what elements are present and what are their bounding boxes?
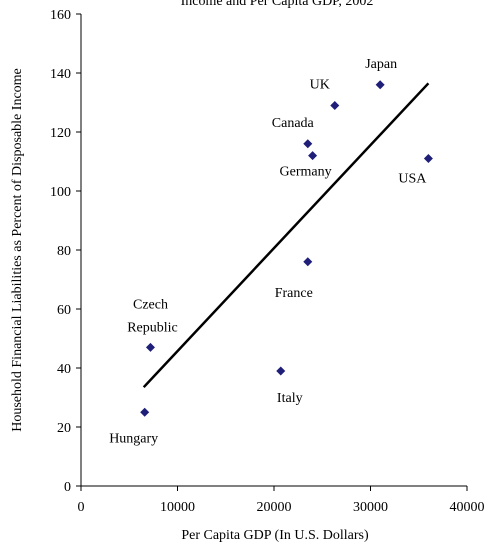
data-point-uk xyxy=(330,100,340,110)
point-label-canada: Canada xyxy=(272,116,315,131)
data-point-japan xyxy=(375,80,385,90)
x-axis-ticks: 0 10000 20000 30000 40000 xyxy=(78,486,485,515)
point-label-italy: Italy xyxy=(277,391,303,406)
chart-title: Income and Per Capita GDP, 2002 xyxy=(181,0,374,9)
y-tick-label: 120 xyxy=(50,126,71,141)
y-tick-label: 40 xyxy=(57,362,71,377)
data-point-canada xyxy=(303,139,313,149)
data-point-hungary xyxy=(140,407,150,417)
point-label-usa: USA xyxy=(398,172,427,187)
y-tick-label: 100 xyxy=(50,185,71,200)
y-tick-label: 80 xyxy=(57,244,71,259)
x-tick-label: 40000 xyxy=(450,500,485,515)
point-label-uk: UK xyxy=(310,77,330,92)
data-point-italy xyxy=(276,366,286,376)
trendline-group xyxy=(142,82,430,389)
data-point-germany xyxy=(308,151,318,161)
x-tick-label: 20000 xyxy=(257,500,292,515)
y-tick-label: 20 xyxy=(57,421,71,436)
point-label-germany: Germany xyxy=(280,165,332,180)
data-point-usa xyxy=(423,154,433,164)
point-label-czech-republic: Czech xyxy=(133,297,168,312)
data-points xyxy=(140,80,433,417)
trendline xyxy=(142,82,430,389)
x-tick-label: 30000 xyxy=(353,500,388,515)
axes xyxy=(80,14,467,487)
x-tick-label: 10000 xyxy=(160,500,195,515)
point-label-france: France xyxy=(275,286,313,301)
x-axis-label: Per Capita GDP (In U.S. Dollars) xyxy=(181,528,369,543)
y-tick-label: 160 xyxy=(50,8,71,23)
point-label-japan: Japan xyxy=(365,57,397,72)
y-axis-ticks: 0 20 40 60 80 100 120 140 160 xyxy=(50,8,81,495)
point-labels: Japan UK Canada Germany USA France Czech Republ… xyxy=(109,57,427,446)
point-label-hungary: Hungary xyxy=(109,431,158,446)
y-tick-label: 60 xyxy=(57,303,71,318)
x-tick-label: 0 xyxy=(78,500,85,515)
y-tick-label: 140 xyxy=(50,67,71,82)
y-tick-label: 0 xyxy=(64,480,71,495)
y-axis-label: Household Financial Liabilities as Perce… xyxy=(10,68,25,432)
data-point-france xyxy=(303,257,313,267)
point-label-czech-republic: Republic xyxy=(127,320,178,335)
data-point-czech-republic xyxy=(145,342,155,352)
